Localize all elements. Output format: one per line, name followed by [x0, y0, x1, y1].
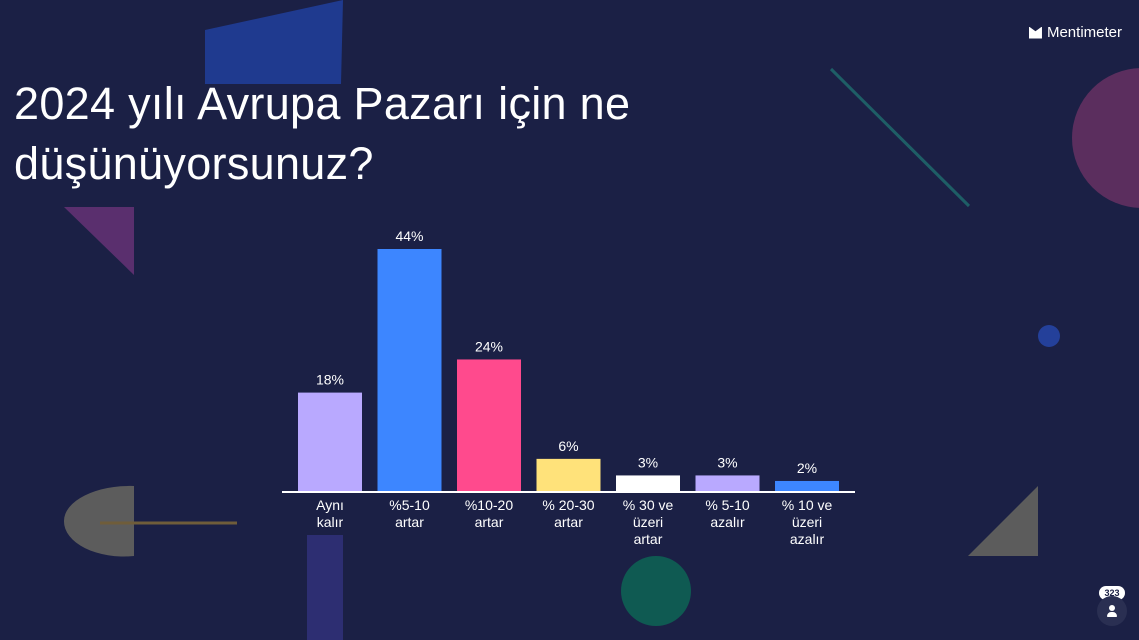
value-label: 3% [717, 454, 737, 470]
category-label: % 20-30 artar [542, 497, 594, 530]
category-label: Aynı kalır [316, 497, 344, 530]
bar [695, 475, 760, 492]
deco-magenta-circle [1072, 68, 1139, 208]
value-label: 44% [395, 228, 423, 244]
value-label: 6% [558, 438, 578, 454]
question-title: 2024 yılı Avrupa Pazarı için ne düşünüyo… [14, 78, 631, 189]
deco-teal-circle [621, 556, 691, 626]
deco-blue-parallelogram [205, 0, 343, 84]
category-label: %10-20 artar [465, 497, 513, 530]
value-label: 18% [316, 372, 344, 388]
bar [616, 475, 680, 492]
participant-count-badge[interactable]: 323 [1097, 586, 1127, 632]
deco-gray-triangle [968, 486, 1038, 556]
deco-purple-triangle [64, 207, 134, 275]
value-label: 24% [475, 338, 503, 354]
value-label: 3% [638, 454, 658, 470]
category-label: %5-10 artar [389, 497, 430, 530]
mentimeter-brand: Mentimeter [1028, 24, 1122, 41]
deco-teal-line [829, 67, 971, 208]
bar [377, 249, 442, 492]
deco-indigo-bar [307, 535, 343, 640]
category-label: % 30 ve üzeri artar [623, 497, 674, 547]
bar [298, 392, 362, 492]
deco-blue-dot [1038, 325, 1060, 347]
brand-name: Mentimeter [1046, 24, 1122, 41]
person-icon [1097, 596, 1127, 626]
mentimeter-logo-icon [1028, 26, 1042, 39]
bar [536, 458, 601, 492]
deco-gray-half-circle-fill [63, 485, 134, 557]
bar [775, 480, 839, 492]
category-label: % 5-10 azalır [705, 497, 750, 530]
category-label: % 10 ve üzeri azalır [782, 497, 833, 547]
bar [457, 359, 521, 492]
value-label: 2% [797, 460, 817, 476]
